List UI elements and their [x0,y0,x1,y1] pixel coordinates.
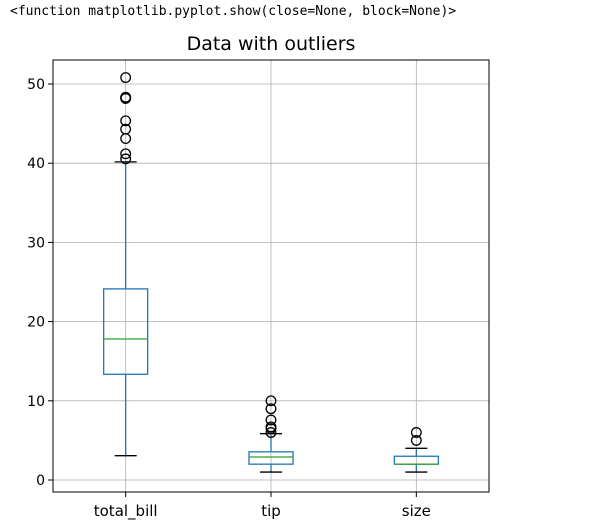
y-tick-label: 30 [27,235,45,251]
outlier-point [120,123,132,135]
outlier-point [265,395,277,407]
y-tick-label: 10 [27,394,45,410]
outlier-point [410,427,422,438]
y-tick-label: 0 [36,473,45,489]
outlier-point [265,403,277,415]
cell-output-text: <function matplotlib.pyplot.show(close=N… [10,4,457,19]
y-axis: 0 10 20 30 40 50 [27,77,53,489]
outlier-point [120,153,132,165]
x-tick-label: tip [261,502,281,520]
iqr-box [248,451,294,465]
y-tick-label: 40 [27,156,45,172]
outlier-point [410,434,422,446]
box-tip [248,395,294,473]
outlier-point [120,148,132,160]
outlier-point [265,427,277,438]
grid-lines [53,60,489,492]
y-tick-label: 20 [27,315,45,331]
box-total-bill [103,72,149,457]
iqr-box [103,288,149,375]
box-size [393,427,439,473]
outlier-point [265,421,277,433]
y-tick-label: 50 [27,77,45,93]
x-tick-label: total_bill [94,502,158,521]
plot-area [103,72,439,473]
outlier-point [120,72,132,84]
x-tick-label: size [402,502,431,520]
chart-title: Data with outliers [187,33,356,55]
outlier-point [265,414,277,426]
outlier-point [120,91,132,103]
outlier-point [120,115,132,127]
x-axis: total_bill tip size [94,492,431,521]
